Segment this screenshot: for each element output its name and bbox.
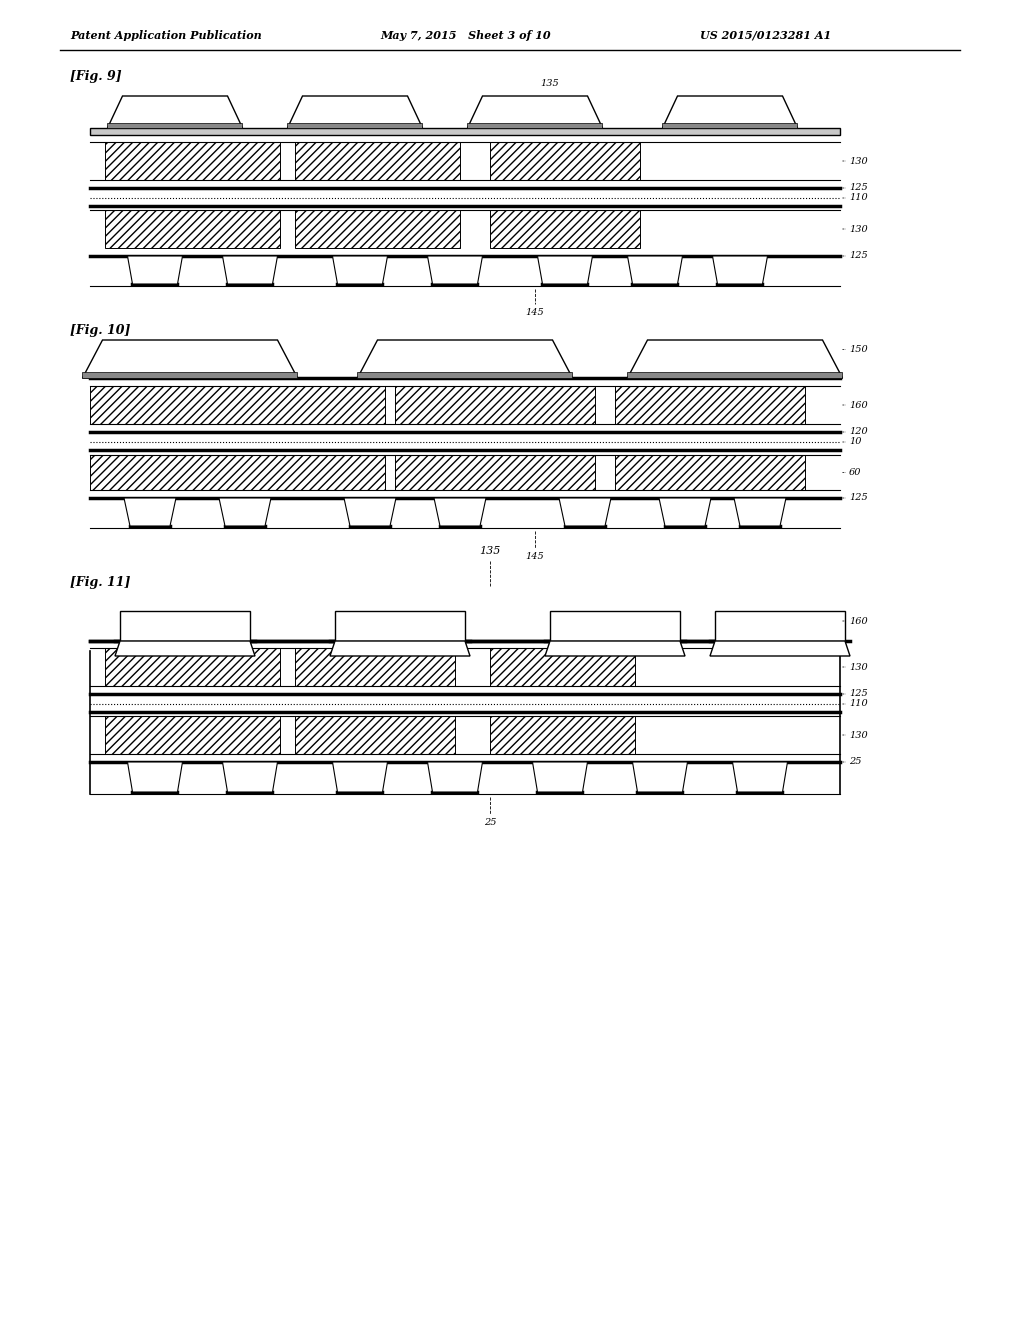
Bar [627,372,842,378]
Bar [489,715,635,754]
Bar [467,123,602,128]
Bar [549,611,680,642]
Bar [394,455,594,490]
Polygon shape [83,341,298,378]
Bar [614,385,804,424]
Text: 130: 130 [848,224,867,234]
Polygon shape [127,256,182,284]
Bar [489,143,639,180]
Polygon shape [537,256,592,284]
Bar [90,455,384,490]
Polygon shape [332,762,387,792]
Bar [90,128,840,135]
Bar [105,143,280,180]
Text: 145: 145 [525,308,544,317]
Text: 145: 145 [525,552,544,561]
Text: 110: 110 [848,194,867,202]
Polygon shape [127,762,182,792]
Bar [120,611,250,642]
Bar [294,648,454,686]
Text: 110: 110 [848,700,867,709]
Text: 25: 25 [483,818,496,828]
Text: 60: 60 [848,469,861,477]
Polygon shape [558,498,610,525]
Text: 125: 125 [848,494,867,503]
Bar [105,648,280,686]
Bar [287,123,422,128]
Text: 135: 135 [539,79,558,88]
Polygon shape [732,762,787,792]
Polygon shape [115,642,255,656]
Polygon shape [287,96,422,128]
Bar [294,143,460,180]
Polygon shape [632,762,687,792]
Text: May 7, 2015   Sheet 3 of 10: May 7, 2015 Sheet 3 of 10 [380,30,550,41]
Polygon shape [222,762,277,792]
Text: 10: 10 [848,437,861,446]
Text: Patent Application Publication: Patent Application Publication [70,30,262,41]
Polygon shape [544,642,685,656]
Polygon shape [532,762,587,792]
Polygon shape [709,642,849,656]
Text: 125: 125 [848,689,867,698]
Text: 125: 125 [848,183,867,193]
Bar [394,385,594,424]
Bar [83,372,298,378]
Polygon shape [734,498,786,525]
Polygon shape [627,341,842,378]
Polygon shape [357,341,572,378]
Polygon shape [712,256,766,284]
Text: 130: 130 [848,663,867,672]
Bar [334,611,465,642]
Polygon shape [627,256,682,284]
Text: 130: 130 [848,730,867,739]
Bar [662,123,797,128]
Text: 135: 135 [479,546,500,556]
Bar [357,372,572,378]
Bar [105,210,280,248]
Text: 120: 120 [848,428,867,437]
Bar [90,385,384,424]
Text: 125: 125 [848,252,867,260]
Polygon shape [330,642,470,656]
Polygon shape [433,498,485,525]
Text: 130: 130 [848,157,867,165]
Bar [105,715,280,754]
Text: [Fig. 9]: [Fig. 9] [70,70,121,83]
Bar [294,210,460,248]
Polygon shape [467,96,602,128]
Text: [Fig. 10]: [Fig. 10] [70,323,130,337]
Bar [107,123,243,128]
Text: 150: 150 [848,345,867,354]
Polygon shape [658,498,710,525]
Polygon shape [332,256,387,284]
Bar [489,648,635,686]
Polygon shape [427,256,482,284]
Text: 160: 160 [848,400,867,409]
Polygon shape [219,498,271,525]
Bar [294,715,454,754]
Polygon shape [222,256,277,284]
Polygon shape [124,498,176,525]
Polygon shape [107,96,243,128]
Polygon shape [662,96,797,128]
Bar [614,455,804,490]
Text: [Fig. 11]: [Fig. 11] [70,576,130,589]
Text: US 2015/0123281 A1: US 2015/0123281 A1 [699,30,830,41]
Text: 160: 160 [848,616,867,626]
Polygon shape [343,498,395,525]
Text: 25: 25 [848,758,861,767]
Polygon shape [427,762,482,792]
Bar [714,611,844,642]
Bar [489,210,639,248]
